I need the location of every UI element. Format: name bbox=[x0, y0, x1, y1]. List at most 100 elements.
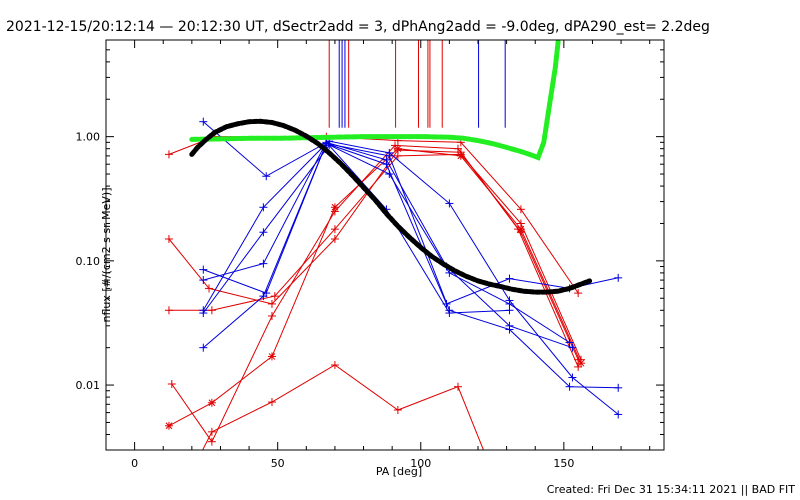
marker-d2 bbox=[208, 399, 216, 407]
data-point bbox=[199, 343, 208, 352]
data-point bbox=[568, 343, 577, 352]
y-axis-title: nflux [#/(cm2 s sr MeV)] bbox=[100, 188, 113, 323]
series-line-11 bbox=[203, 142, 570, 343]
data-point bbox=[267, 311, 276, 320]
series-1 bbox=[164, 146, 583, 364]
x-axis-title: PA [deg] bbox=[376, 465, 422, 478]
vertical-markers bbox=[328, 40, 506, 128]
data-point bbox=[262, 172, 271, 181]
data-point bbox=[565, 338, 574, 347]
data-point bbox=[164, 421, 173, 430]
series-5 bbox=[194, 361, 496, 476]
data-point bbox=[199, 276, 208, 285]
marker-d2 bbox=[394, 145, 402, 153]
data-point bbox=[267, 299, 276, 308]
data-point bbox=[505, 321, 514, 330]
y-tick-label: 0.01 bbox=[76, 379, 101, 392]
marker-d2 bbox=[268, 353, 276, 360]
series-line-9 bbox=[202, 142, 619, 311]
data-point bbox=[164, 150, 173, 159]
data-point bbox=[259, 259, 268, 268]
fit-curves bbox=[189, 40, 593, 295]
data-point bbox=[453, 144, 462, 153]
data-point bbox=[382, 160, 391, 169]
series-line-7 bbox=[202, 142, 619, 389]
data-point bbox=[164, 306, 173, 315]
y-tick-label: 1.00 bbox=[76, 131, 101, 144]
chart-title: 2021-12-15/20:12:14 — 20:12:30 UT, dSect… bbox=[6, 19, 710, 35]
series-6 bbox=[199, 117, 623, 419]
data-point bbox=[322, 139, 331, 148]
series-line-5 bbox=[202, 364, 485, 450]
data-point bbox=[199, 265, 208, 274]
data-point bbox=[330, 234, 339, 243]
x-tick-label: 100 bbox=[410, 457, 431, 470]
series-2 bbox=[164, 150, 586, 364]
series-line-6 bbox=[202, 121, 619, 415]
data-point bbox=[505, 299, 514, 308]
data-point bbox=[516, 205, 525, 214]
series-10 bbox=[199, 141, 514, 318]
data-point bbox=[453, 382, 462, 391]
plot-frame bbox=[105, 39, 665, 451]
series-line-4 bbox=[171, 144, 579, 443]
data-point bbox=[445, 199, 454, 208]
series-9 bbox=[199, 139, 623, 315]
axes: 0 50 100 150 0.01 0.10 1.00 bbox=[76, 39, 665, 470]
data-point bbox=[270, 292, 279, 301]
data-point bbox=[574, 362, 583, 371]
fit-black-line bbox=[189, 118, 593, 295]
series-0 bbox=[164, 132, 583, 298]
data-point bbox=[330, 361, 339, 370]
data-point bbox=[259, 228, 268, 237]
data-point bbox=[614, 383, 623, 392]
data-point bbox=[267, 398, 276, 407]
data-point bbox=[488, 468, 496, 476]
marker-d2 bbox=[331, 203, 339, 211]
data-point bbox=[330, 207, 339, 216]
data-point bbox=[167, 379, 176, 388]
series-line-3 bbox=[168, 148, 582, 427]
data-point bbox=[614, 273, 623, 282]
data-point bbox=[259, 203, 268, 212]
data-point bbox=[385, 170, 394, 179]
data-point bbox=[164, 234, 173, 243]
data-point bbox=[574, 289, 583, 298]
data-point bbox=[267, 352, 276, 361]
data-point bbox=[207, 427, 216, 436]
data-point bbox=[393, 151, 402, 160]
series-8 bbox=[199, 138, 577, 352]
data-point bbox=[207, 398, 216, 407]
data-point bbox=[199, 117, 208, 126]
data-point bbox=[505, 274, 514, 283]
data-point bbox=[445, 309, 454, 318]
data-point bbox=[207, 437, 216, 446]
y-tick-label: 0.10 bbox=[76, 255, 101, 268]
x-tick-label: 150 bbox=[553, 457, 574, 470]
series-7 bbox=[199, 139, 623, 392]
data-point bbox=[565, 382, 574, 391]
series-3 bbox=[164, 144, 586, 430]
data-point bbox=[262, 289, 271, 298]
data-point bbox=[194, 456, 202, 464]
data-point bbox=[205, 284, 214, 293]
series-line-10 bbox=[202, 144, 510, 314]
data-point bbox=[207, 306, 216, 315]
data-point bbox=[199, 309, 208, 318]
x-tick-label: 50 bbox=[271, 457, 285, 470]
x-tick-label: 0 bbox=[131, 457, 138, 470]
data-point bbox=[514, 225, 523, 234]
data-point bbox=[330, 225, 339, 234]
marker-d2 bbox=[165, 422, 173, 430]
data-point bbox=[391, 141, 400, 150]
data-point bbox=[614, 410, 623, 419]
marker-d2 bbox=[457, 152, 465, 160]
data-point bbox=[568, 373, 577, 382]
created-footer: Created: Fri Dec 31 15:34:11 2021 || BAD… bbox=[547, 483, 796, 496]
fit-green-line bbox=[189, 40, 561, 161]
marker-d2 bbox=[577, 359, 585, 367]
series-layer bbox=[164, 117, 623, 476]
data-point bbox=[393, 405, 402, 414]
series-4 bbox=[167, 141, 583, 446]
